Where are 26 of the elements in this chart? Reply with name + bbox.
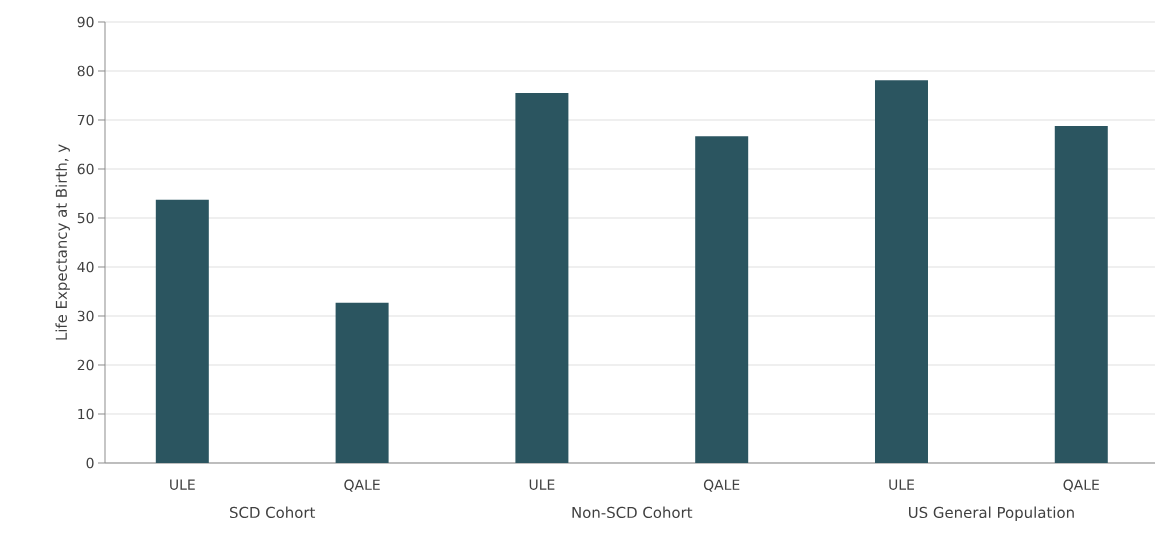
bar — [515, 93, 569, 463]
y-tick-label: 0 — [86, 457, 94, 469]
y-axis-title: Life Expectancy at Birth, y — [55, 144, 70, 340]
y-tick-label: 30 — [77, 310, 94, 322]
y-tick-label: 70 — [77, 114, 94, 126]
x-tick-label: QALE — [344, 479, 380, 492]
text: SCD Cohort — [230, 506, 316, 519]
bar — [1054, 125, 1108, 463]
bar — [874, 80, 928, 463]
y-tick-label: 40 — [77, 261, 94, 273]
x-tick-label: QALE — [1063, 479, 1099, 492]
x-tick-label: ULE — [170, 479, 195, 490]
y-tick-label: 20 — [77, 359, 94, 371]
y-tick-label: 50 — [77, 212, 94, 224]
text: Non-SCD Cohort — [572, 506, 693, 519]
x-tick-label: QALE — [703, 479, 740, 492]
bar — [335, 302, 389, 463]
bar — [695, 136, 749, 463]
y-tick-label: 90 — [77, 16, 94, 28]
x-tick-label: ULE — [529, 479, 555, 490]
text: US General Population — [909, 506, 1074, 521]
y-tick-label: 80 — [77, 65, 94, 77]
y-tick-label: 10 — [78, 408, 94, 420]
x-tick-label: ULE — [889, 479, 914, 490]
y-tick-label: 60 — [77, 163, 94, 175]
bar — [155, 199, 209, 463]
